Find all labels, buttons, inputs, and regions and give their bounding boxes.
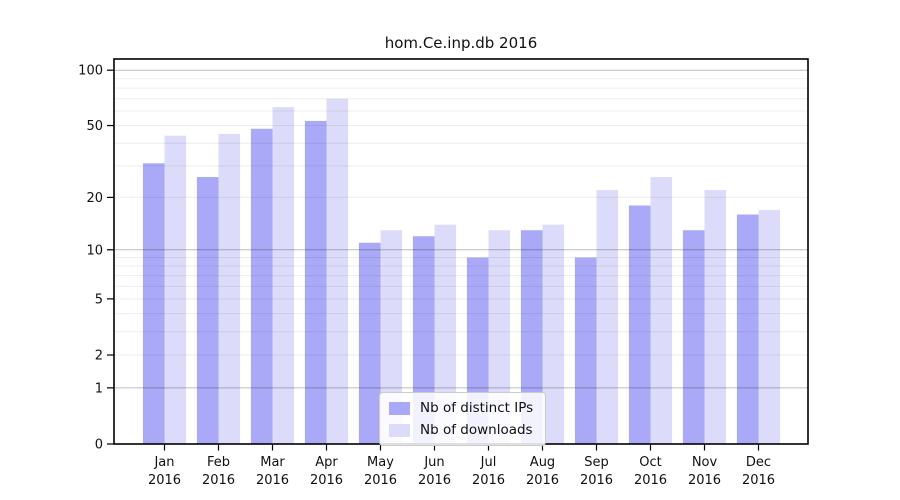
x-tick-label-month: Sep [584,455,609,470]
y-tick-label: 0 [95,438,103,453]
x-tick-label-month: Nov [692,455,718,470]
bar-nb-of-distinct-ips-dec [736,214,759,444]
y-tick-label: 10 [86,243,103,258]
y-tick-label: 5 [95,292,103,307]
x-tick-label-year: 2016 [418,473,451,488]
bar-nb-of-downloads-oct [650,177,673,444]
x-tick-label-month: Jul [480,455,497,470]
legend-label-distinct-ips: Nb of distinct IPs [420,400,534,416]
x-tick-label-year: 2016 [634,473,667,488]
legend-swatch-distinct-ips [389,401,410,415]
x-tick-label-year: 2016 [364,473,397,488]
bar-nb-of-distinct-ips-sep [574,257,597,444]
x-tick-label-year: 2016 [526,473,559,488]
y-tick-label: 1 [95,381,103,396]
legend-swatch-downloads [389,423,410,437]
y-tick-label: 2 [95,349,103,364]
x-tick-label-month: Dec [746,455,771,470]
x-tick-label-month: Feb [207,455,230,470]
x-tick-label-year: 2016 [148,473,181,488]
bar-nb-of-downloads-sep [596,190,619,444]
bar-nb-of-downloads-feb [218,133,241,444]
legend-entry-downloads: Nb of downloads [389,422,533,438]
bar-nb-of-downloads-jun [434,224,457,444]
bar-nb-of-distinct-ips-may [358,242,381,444]
bar-nb-of-distinct-ips-oct [628,205,651,444]
bar-nb-of-downloads-aug [542,224,565,444]
x-tick-label-year: 2016 [256,473,289,488]
legend-entry-distinct-ips: Nb of distinct IPs [389,400,533,416]
x-tick-label-month: Jun [423,455,444,470]
bar-nb-of-distinct-ips-jan [142,163,165,444]
chart-title: hom.Ce.inp.db 2016 [384,34,538,52]
x-tick-label-month: Jan [153,455,174,470]
x-tick-label-year: 2016 [202,473,235,488]
y-tick-label: 50 [86,119,103,134]
x-tick-label-year: 2016 [472,473,505,488]
bar-nb-of-downloads-apr [326,98,349,444]
x-tick-label-month: Apr [315,455,338,470]
y-tick-label: 20 [86,191,103,206]
bar-nb-of-distinct-ips-feb [196,177,219,444]
legend: Nb of distinct IPs Nb of downloads [379,392,547,446]
bar-nb-of-downloads-dec [758,209,781,444]
bar-nb-of-distinct-ips-nov [682,230,705,444]
x-tick-label-month: Mar [260,455,285,470]
bar-nb-of-downloads-may [380,230,403,444]
y-tick-label: 100 [78,64,103,79]
x-tick-label-month: May [367,455,394,470]
x-tick-label-year: 2016 [580,473,613,488]
bar-nb-of-downloads-nov [704,190,727,444]
bar-nb-of-distinct-ips-aug [520,230,543,444]
bar-nb-of-downloads-mar [272,107,295,445]
bar-nb-of-distinct-ips-mar [250,128,273,444]
x-tick-label-month: Aug [530,455,555,470]
bar-nb-of-downloads-jul [488,230,511,444]
x-tick-label-year: 2016 [688,473,721,488]
x-tick-label-month: Oct [639,455,661,470]
legend-label-downloads: Nb of downloads [420,422,533,438]
x-tick-label-year: 2016 [742,473,775,488]
bar-nb-of-downloads-jan [164,135,187,444]
x-tick-label-year: 2016 [310,473,343,488]
bar-nb-of-distinct-ips-apr [304,120,327,444]
